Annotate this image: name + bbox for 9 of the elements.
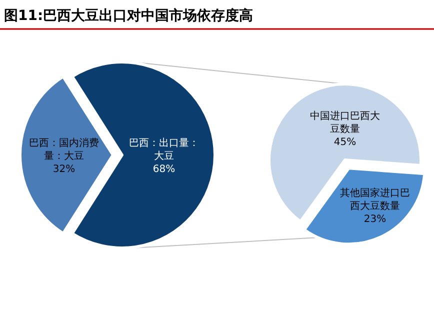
data-label: 32% [52, 164, 76, 175]
slice-label: 其他国家进口巴西大豆数量 [340, 187, 410, 212]
chart-title: 图11:巴西大豆出口对中国市场依存度高 [4, 7, 254, 24]
data-label: 45% [334, 137, 356, 148]
slice-label: 巴西：国内消费量：大豆 [29, 137, 99, 162]
data-label: 23% [364, 214, 386, 225]
data-label: 68% [152, 164, 176, 175]
slice-label: 中国进口巴西大豆数量 [310, 110, 380, 135]
slice-label: 巴西：出口量：大豆 [129, 137, 199, 162]
